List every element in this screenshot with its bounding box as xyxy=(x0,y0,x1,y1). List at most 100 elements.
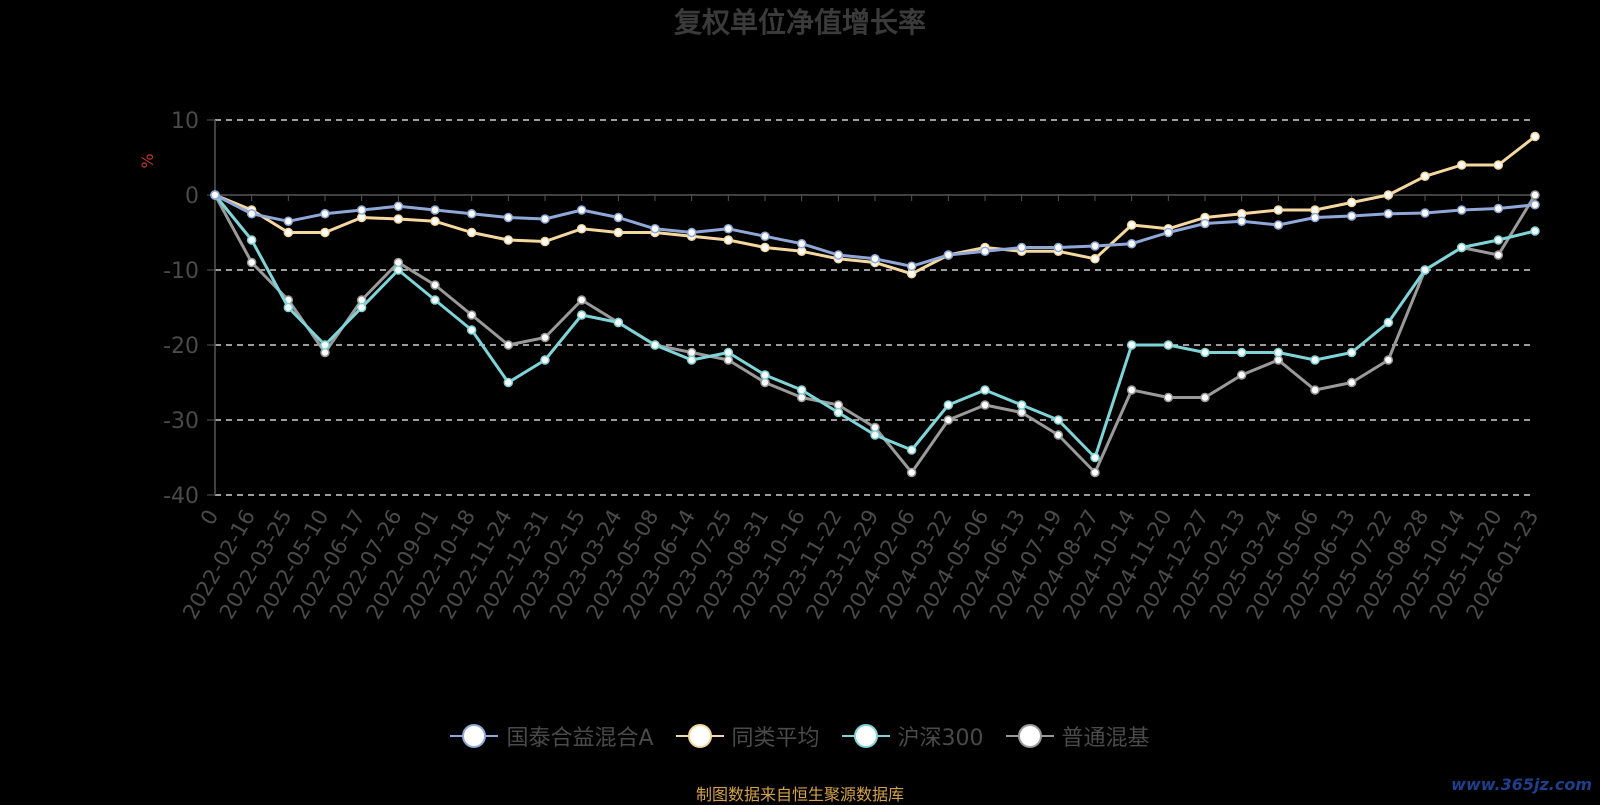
data-point xyxy=(833,250,844,260)
legend-label: 沪深300 xyxy=(897,726,984,751)
data-point xyxy=(796,239,807,249)
data-point xyxy=(650,224,660,234)
data-point xyxy=(356,302,367,313)
data-point xyxy=(1456,160,1467,170)
data-point xyxy=(1016,400,1027,410)
series-0 xyxy=(210,190,1540,271)
data-point xyxy=(246,209,257,219)
data-point xyxy=(723,224,734,234)
legend-item-3[interactable]: 普通混基 xyxy=(1005,720,1150,752)
data-point xyxy=(540,214,550,224)
legend-item-0[interactable]: 国泰合益混合A xyxy=(450,720,654,752)
data-point xyxy=(1310,212,1320,223)
data-point xyxy=(906,261,917,271)
data-point xyxy=(1420,208,1430,218)
data-point xyxy=(1420,171,1430,181)
data-point xyxy=(1493,203,1504,214)
data-point xyxy=(1456,205,1467,215)
data-point xyxy=(320,340,330,350)
data-point xyxy=(393,201,404,211)
data-point xyxy=(980,400,990,410)
series-line xyxy=(213,194,1536,459)
data-point xyxy=(1530,200,1540,210)
data-point xyxy=(686,355,697,365)
data-point xyxy=(833,407,844,418)
data-point xyxy=(760,231,770,241)
data-point xyxy=(943,250,954,260)
data-point xyxy=(466,310,477,320)
data-point xyxy=(246,235,257,245)
data-point xyxy=(906,467,917,478)
y-axis-label: % xyxy=(138,153,157,168)
data-point xyxy=(356,205,367,215)
data-point xyxy=(1090,467,1100,478)
data-point xyxy=(1016,242,1027,253)
data-point xyxy=(760,242,770,253)
data-point xyxy=(796,385,807,395)
data-point xyxy=(210,190,220,200)
data-point xyxy=(1310,355,1320,365)
y-tick-label: 0 xyxy=(185,184,199,209)
data-point xyxy=(650,340,660,350)
y-tick-label: -10 xyxy=(163,259,199,284)
data-point xyxy=(576,205,587,215)
data-point xyxy=(283,216,294,226)
data-point xyxy=(1090,241,1100,251)
data-point xyxy=(1200,347,1210,358)
data-point xyxy=(723,235,734,245)
data-point xyxy=(320,209,330,219)
data-point xyxy=(1346,211,1357,221)
data-point xyxy=(1310,385,1320,395)
y-tick-label: -20 xyxy=(163,334,199,359)
data-point xyxy=(1236,347,1247,358)
data-point xyxy=(430,216,440,226)
data-point xyxy=(1493,250,1504,260)
data-point xyxy=(393,265,404,275)
data-point xyxy=(1126,340,1137,350)
data-point xyxy=(430,295,440,305)
data-point xyxy=(1273,220,1284,230)
data-point xyxy=(576,310,587,320)
data-point xyxy=(1346,377,1357,388)
data-point xyxy=(1530,131,1540,142)
data-point xyxy=(1346,347,1357,358)
data-point xyxy=(870,430,880,440)
legend: 国泰合益混合A 同类平均 沪深300 普通混基 xyxy=(0,720,1600,752)
data-point xyxy=(320,227,330,238)
data-point xyxy=(613,212,624,223)
data-point xyxy=(1383,190,1394,200)
data-point xyxy=(686,227,697,238)
data-point xyxy=(503,340,514,350)
data-point xyxy=(466,227,477,238)
data-point xyxy=(1236,216,1247,226)
data-point xyxy=(1126,239,1137,249)
legend-label: 国泰合益混合A xyxy=(506,726,654,751)
data-point xyxy=(1530,226,1540,236)
chart-title: 复权单位净值增长率 xyxy=(674,6,926,39)
data-point xyxy=(613,317,624,328)
data-point xyxy=(1420,265,1430,275)
legend-item-2[interactable]: 沪深300 xyxy=(841,720,984,752)
y-tick-label: -40 xyxy=(163,484,199,509)
legend-item-1[interactable]: 同类平均 xyxy=(675,720,820,752)
data-point xyxy=(1346,197,1357,208)
data-point xyxy=(1383,355,1394,365)
data-point xyxy=(1493,160,1504,170)
data-point xyxy=(466,325,477,335)
data-point xyxy=(283,302,294,313)
y-tick-label: 10 xyxy=(171,109,199,134)
data-point xyxy=(980,385,990,395)
y-tick-label: -30 xyxy=(163,409,199,434)
data-point xyxy=(1236,370,1247,380)
data-point xyxy=(466,209,477,219)
data-point xyxy=(943,400,954,410)
series-line xyxy=(214,135,1536,276)
data-point xyxy=(540,332,550,343)
data-point xyxy=(1530,190,1540,200)
data-point xyxy=(906,445,917,455)
data-point xyxy=(503,235,514,245)
legend-label: 普通混基 xyxy=(1061,726,1150,751)
data-point xyxy=(1163,227,1174,238)
data-point xyxy=(576,224,587,234)
